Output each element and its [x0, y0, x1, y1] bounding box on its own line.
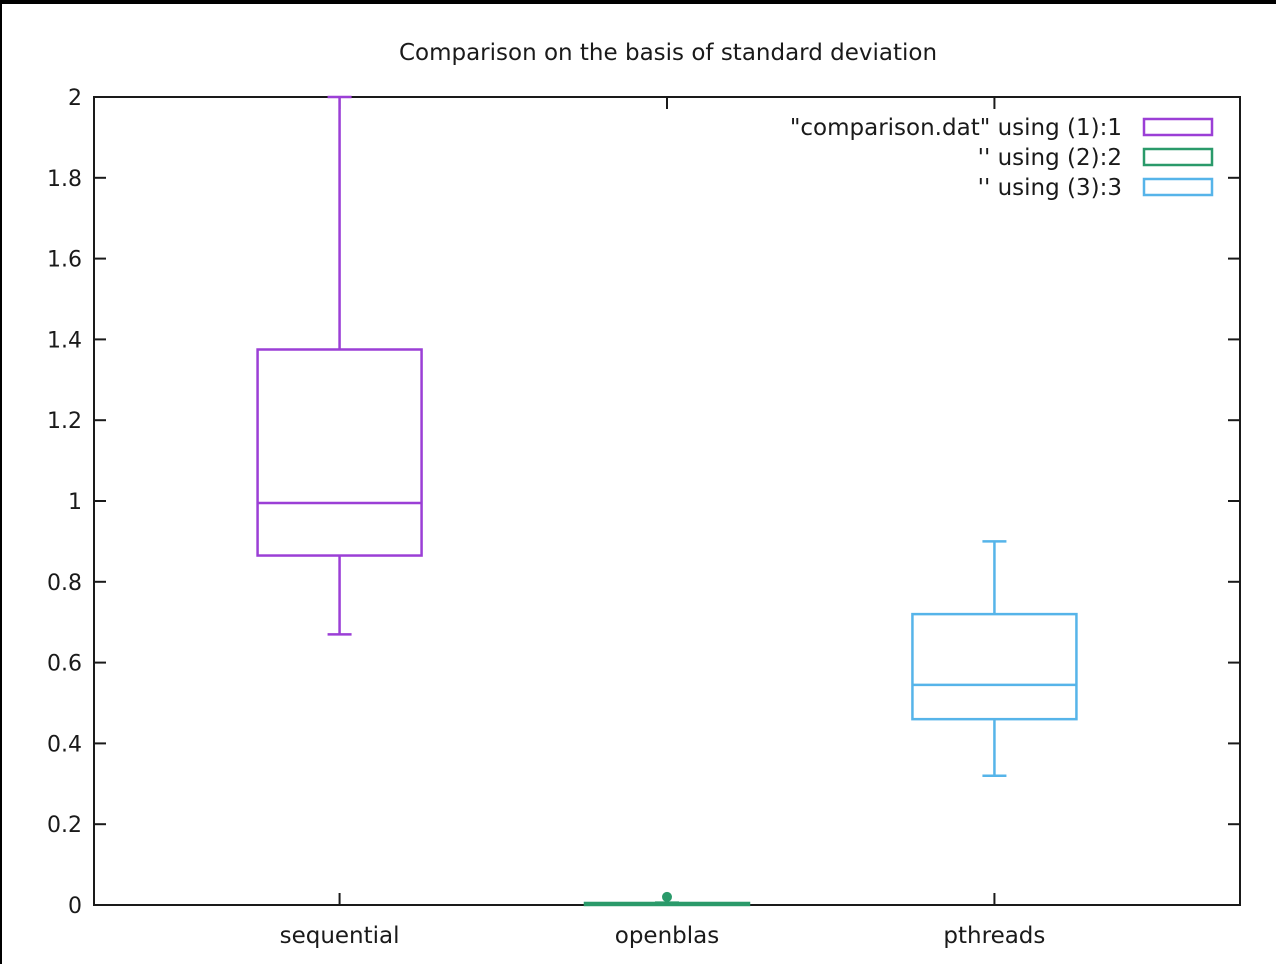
y-tick-label: 1.6: [47, 248, 82, 273]
legend: "comparison.dat" using (1):1 '' using (2)…: [790, 115, 1214, 201]
boxplot-chart: Comparison on the basis of standard devi…: [47, 40, 1241, 949]
x-tick-label: pthreads: [943, 923, 1045, 949]
legend-swatch: [1142, 117, 1214, 137]
box-iqr: [256, 348, 423, 557]
plot-frame: Comparison on the basis of standard devi…: [2, 4, 1276, 964]
x-tick-label: openblas: [615, 923, 719, 949]
y-tick-label: 0.4: [47, 732, 82, 757]
y-tick-label: 1.4: [47, 328, 82, 353]
x-tick-label: sequential: [280, 923, 400, 949]
legend-label: '' using (3):3: [978, 175, 1122, 201]
chart-title: Comparison on the basis of standard devi…: [399, 40, 937, 66]
box-openblas: [583, 891, 751, 907]
y-tick-label: 0.6: [47, 652, 82, 677]
y-tick-label: 0.8: [47, 571, 82, 596]
legend-label: "comparison.dat" using (1):1: [790, 115, 1122, 141]
y-tick-label: 1.8: [47, 167, 82, 192]
legend-swatch: [1142, 147, 1214, 167]
y-tick-label: 0.2: [47, 813, 82, 838]
y-tick-label: 1.2: [47, 409, 82, 434]
plot-area-border: [93, 96, 1241, 906]
boxes: [256, 95, 1078, 907]
y-tick-label: 1: [68, 490, 82, 515]
box-pthreads: [911, 540, 1078, 777]
x-axis: sequential openblas pthreads: [280, 97, 1045, 949]
y-tick-label: 2: [68, 86, 82, 111]
box-sequential: [256, 95, 423, 636]
box-iqr: [911, 612, 1078, 721]
outlier-point: [662, 891, 672, 902]
y-axis: 0 0.2 0.4 0.6 0.8 1 1.2 1.4 1.6 1.8 2: [47, 86, 1240, 919]
legend-swatch: [1142, 177, 1214, 197]
legend-label: '' using (2):2: [978, 145, 1122, 171]
y-tick-label: 0: [68, 894, 82, 919]
